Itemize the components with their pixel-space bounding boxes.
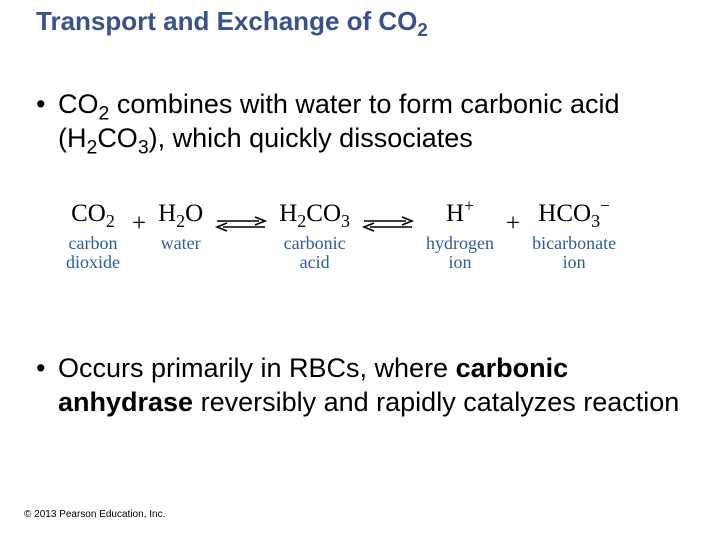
b1-p4: ), which quickly dissociates xyxy=(149,123,473,153)
eq-term: H2Owater xyxy=(158,200,203,273)
bullet-2-text: Occurs primarily in RBCs, where carbonic… xyxy=(58,352,684,420)
b2-p2: reversibly and rapidly catalyzes reactio… xyxy=(193,387,679,417)
eq-term: H2CO3carbonicacid xyxy=(279,200,350,273)
slide-title: Transport and Exchange of CO2 xyxy=(36,6,684,37)
b2-p1: Occurs primarily in RBCs, where xyxy=(58,353,456,383)
title-sub: 2 xyxy=(417,19,427,40)
b1-p3: CO xyxy=(97,123,138,153)
eq-term: HCO3−bicarbonateion xyxy=(532,200,616,273)
eq-op: + xyxy=(120,210,158,264)
equilibrium-arrow-icon xyxy=(350,213,426,261)
eq-term: CO2carbondioxide xyxy=(66,200,120,273)
b1-s1: 2 xyxy=(99,102,110,124)
bullet-2: • Occurs primarily in RBCs, where carbon… xyxy=(36,352,684,420)
b1-s2: 2 xyxy=(87,136,98,158)
equilibrium-arrow-icon xyxy=(203,213,279,261)
bullet-dot: • xyxy=(36,352,58,386)
bullet-dot: • xyxy=(36,88,58,122)
title-main: Transport and Exchange of CO xyxy=(36,6,417,36)
eq-term: H+hydrogenion xyxy=(426,200,494,273)
title-text: Transport and Exchange of CO2 xyxy=(36,6,428,36)
bullet-1: • CO2 combines with water to form carbon… xyxy=(36,88,684,156)
b1-p1: CO xyxy=(58,89,99,119)
copyright: © 2013 Pearson Education, Inc. xyxy=(24,509,165,520)
eq-op: + xyxy=(494,210,532,264)
b1-s3: 3 xyxy=(138,136,149,158)
bullet-1-text: CO2 combines with water to form carbonic… xyxy=(58,88,684,156)
equation: CO2carbondioxide+ H2Owater H2CO3carbonic… xyxy=(66,200,684,273)
